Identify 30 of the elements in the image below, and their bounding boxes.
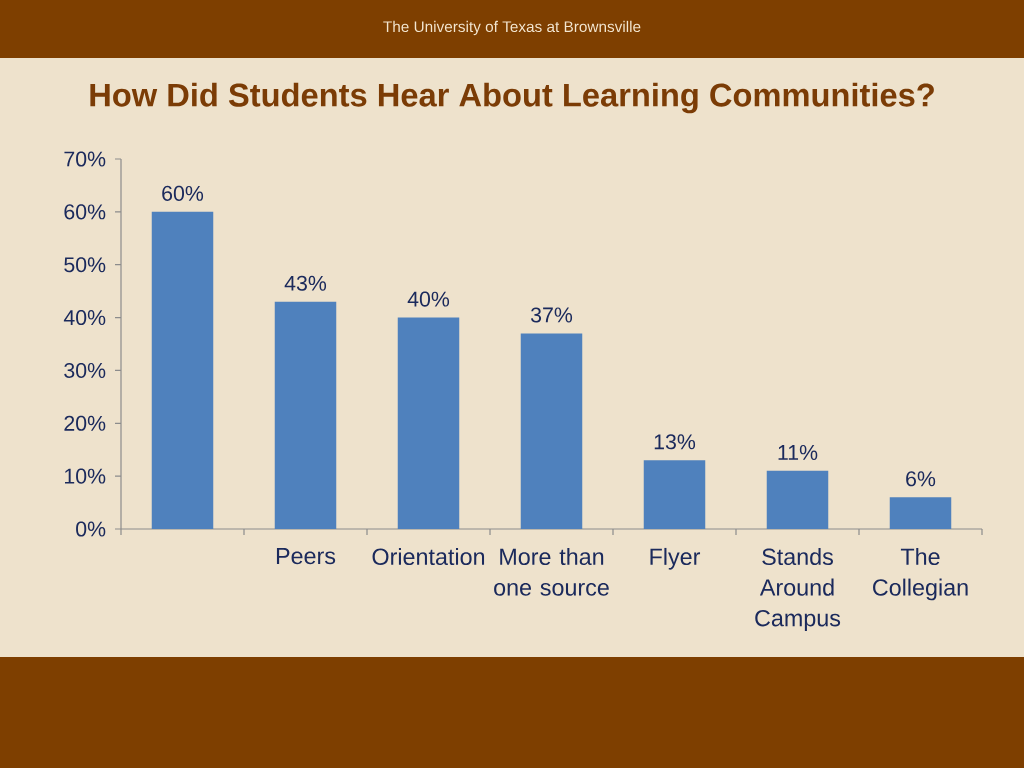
- chart-title: How Did Students Hear About Learning Communities?: [90, 82, 934, 114]
- bar: [397, 317, 460, 529]
- x-tick-label: Stands Around Campus: [755, 547, 841, 632]
- data-label: 43%: [284, 275, 327, 291]
- y-tick-label: 20%: [64, 415, 106, 431]
- data-label: 40%: [407, 291, 450, 307]
- x-tick-label: More than one source: [494, 547, 609, 596]
- data-label: 60%: [162, 185, 204, 201]
- bar: [766, 470, 829, 529]
- x-tick-label: Peers: [276, 547, 336, 565]
- y-tick-label: 30%: [64, 362, 106, 378]
- y-tick-label: 0%: [76, 521, 106, 537]
- bar: [889, 497, 952, 529]
- bar: [643, 460, 706, 529]
- y-tick-label: 10%: [65, 468, 106, 484]
- data-label: 13%: [654, 434, 696, 450]
- x-tick-label: Orientation: [372, 547, 485, 566]
- y-tick-label: 60%: [64, 204, 106, 220]
- bar: [520, 333, 583, 529]
- y-tick-label: 40%: [63, 310, 106, 326]
- x-tick-label: Flyer: [650, 547, 701, 570]
- text: The University of Texas at Brownsville: [383, 20, 641, 36]
- bar: [151, 211, 214, 529]
- bar: [274, 301, 337, 529]
- y-tick-label: 70%: [64, 151, 106, 167]
- data-label: 11%: [778, 444, 818, 460]
- y-tick-label: 50%: [64, 257, 106, 273]
- x-tick-label: The Collegian: [873, 547, 968, 601]
- data-label: 37%: [530, 307, 573, 323]
- data-label: 6%: [906, 471, 936, 487]
